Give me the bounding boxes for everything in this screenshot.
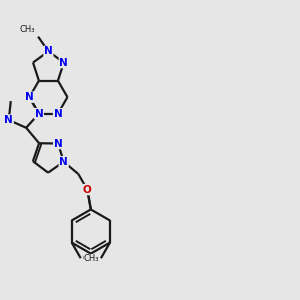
Text: N: N <box>4 115 13 125</box>
Text: CH₃: CH₃ <box>84 254 99 263</box>
Text: N: N <box>54 139 62 148</box>
Text: N: N <box>34 109 43 118</box>
Text: N: N <box>25 92 34 102</box>
Text: N: N <box>59 157 68 167</box>
Text: CH₃: CH₃ <box>20 25 35 34</box>
Text: N: N <box>44 46 53 56</box>
Text: N: N <box>59 58 68 68</box>
Text: O: O <box>83 184 92 195</box>
Text: N: N <box>54 109 62 118</box>
Text: CH₃: CH₃ <box>82 254 98 263</box>
